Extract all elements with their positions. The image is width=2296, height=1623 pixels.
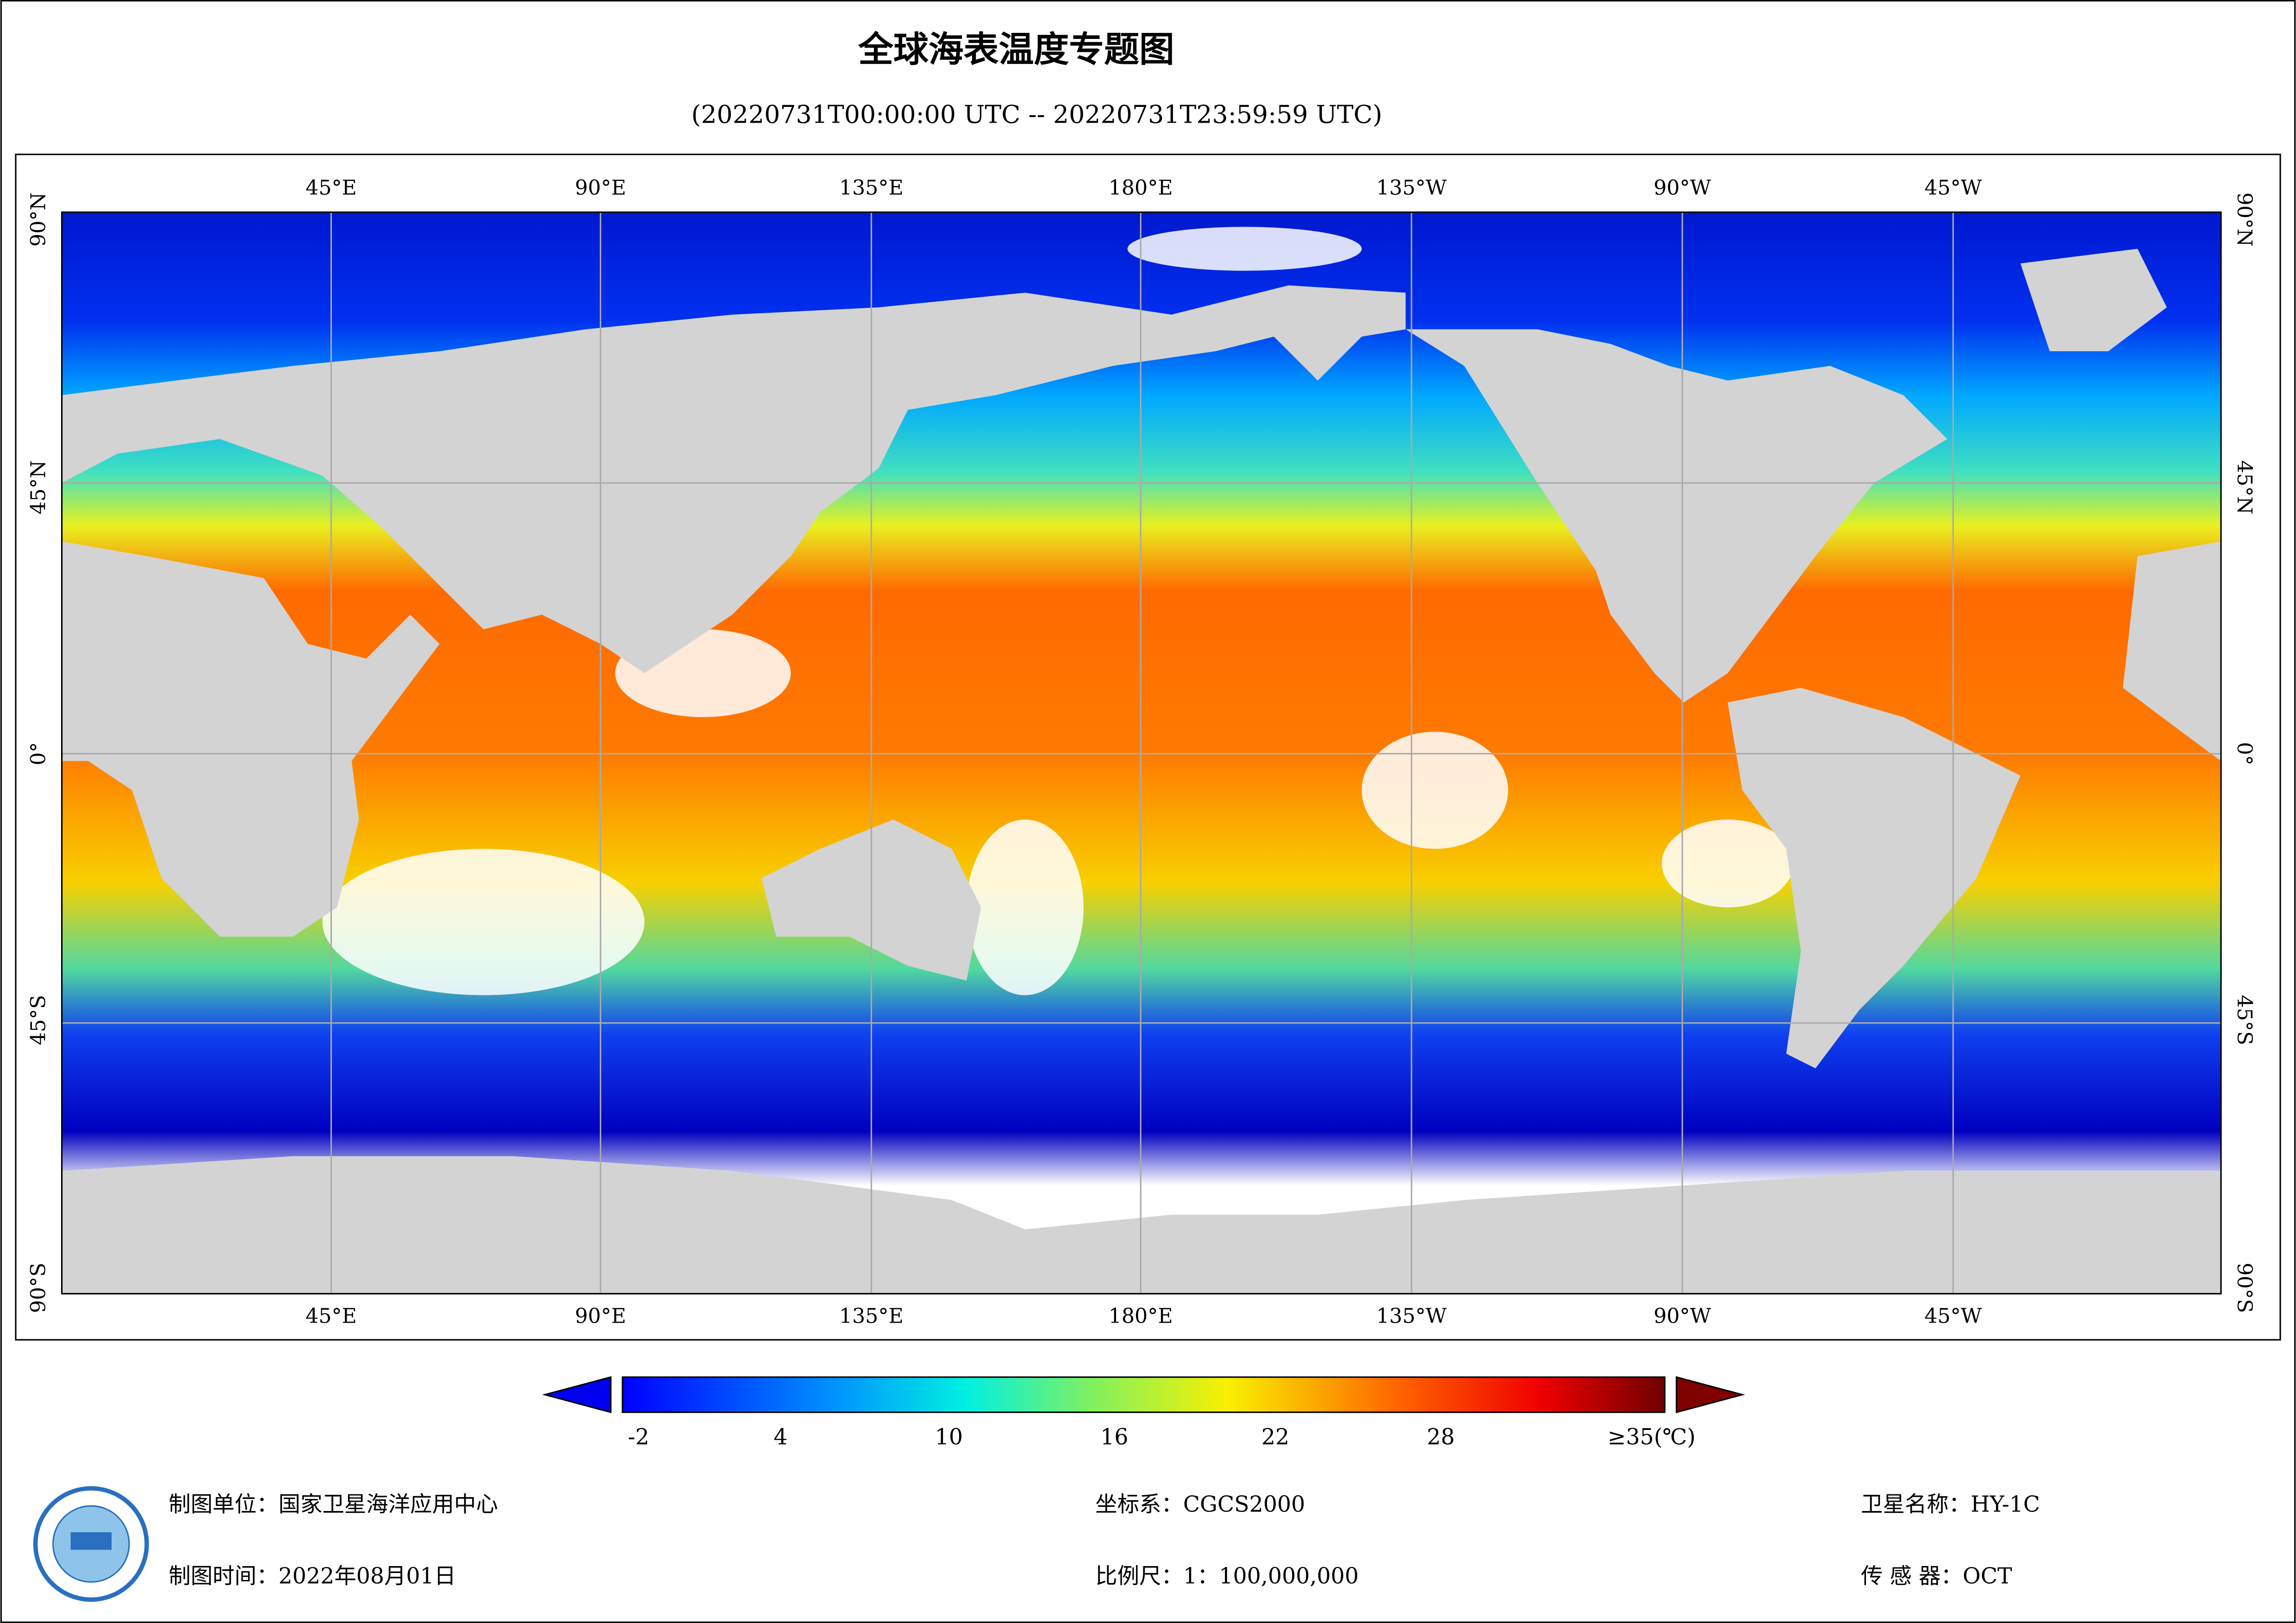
- lat-label: 45°N: [27, 460, 50, 514]
- colorbar-ticks: -2 4 10 16 22 28 ≥35(℃): [628, 1424, 1695, 1450]
- lat-labels: 90°N 90°N 45°N 45°N 0° 0° 45°S 45°S 90°S 90°S: [27, 193, 2256, 1313]
- subtitle: (20220731T00:00:00 UTC -- 20220731T23:59…: [691, 100, 1382, 129]
- lat-label: 90°S: [27, 1262, 50, 1313]
- lat-label: 90°N: [2233, 193, 2256, 247]
- lat-label: 0°: [27, 742, 50, 765]
- graticule: [62, 212, 2221, 1294]
- lon-label: 45°E: [306, 176, 357, 200]
- colorbar-min-arrow: [542, 1376, 612, 1413]
- colorbar-tick: ≥35(℃): [1608, 1424, 1696, 1450]
- map-frame: [15, 154, 2281, 1341]
- lon-label: 135°E: [839, 1305, 904, 1328]
- colorbar-tick: 28: [1427, 1424, 1454, 1450]
- colorbar-tick: 16: [1100, 1424, 1128, 1450]
- colorbar-tick: -2: [628, 1424, 649, 1450]
- title: 全球海表温度专题图: [858, 29, 1174, 70]
- footer-crs: 坐标系：CGCS2000: [1095, 1492, 1305, 1517]
- footer-unit: 制图单位：国家卫星海洋应用中心: [168, 1492, 498, 1517]
- colorbar-tick: 4: [774, 1424, 787, 1450]
- lon-label: 135°W: [1376, 176, 1447, 200]
- map-border: [61, 211, 2222, 1295]
- lon-label: 135°W: [1376, 1305, 1447, 1328]
- lat-label: 45°S: [27, 995, 50, 1045]
- land: [62, 249, 2221, 1294]
- footer-satellite: 卫星名称：HY-1C: [1861, 1492, 2040, 1517]
- lon-labels: 45°E 90°E 135°E 180°E 135°W 90°W 45°W 45…: [306, 176, 1982, 1328]
- lon-label: 180°E: [1109, 176, 1173, 200]
- lat-label: 90°N: [27, 193, 50, 247]
- colorbar-tick: 10: [935, 1424, 963, 1450]
- logo: [33, 1486, 149, 1602]
- footer-scale: 比例尺：1：100,000,000: [1095, 1564, 1359, 1589]
- lat-label: 0°: [2233, 742, 2256, 765]
- lon-label: 45°W: [1924, 176, 1982, 200]
- colorbar-max-arrow: [1676, 1376, 1746, 1413]
- lat-label: 90°S: [2233, 1262, 2256, 1313]
- colorbar: [622, 1376, 1666, 1413]
- lon-label: 135°E: [839, 176, 904, 200]
- footer: 制图单位：国家卫星海洋应用中心 制图时间：2022年08月01日 坐标系：CGC…: [168, 1492, 2040, 1589]
- lon-label: 45°E: [306, 1305, 357, 1328]
- footer-sensor: 传 感 器：OCT: [1861, 1564, 2012, 1589]
- lon-label: 90°W: [1653, 176, 1711, 200]
- lat-label: 45°N: [2233, 460, 2256, 514]
- lon-label: 90°W: [1653, 1305, 1711, 1328]
- lon-label: 45°W: [1924, 1305, 1982, 1328]
- colorbar-tick: 22: [1261, 1424, 1289, 1450]
- footer-time: 制图时间：2022年08月01日: [168, 1564, 456, 1589]
- lon-label: 90°E: [575, 176, 626, 200]
- map: [61, 211, 2222, 1295]
- lat-label: 45°S: [2233, 995, 2256, 1045]
- lon-label: 90°E: [575, 1305, 626, 1328]
- lon-label: 180°E: [1109, 1305, 1173, 1328]
